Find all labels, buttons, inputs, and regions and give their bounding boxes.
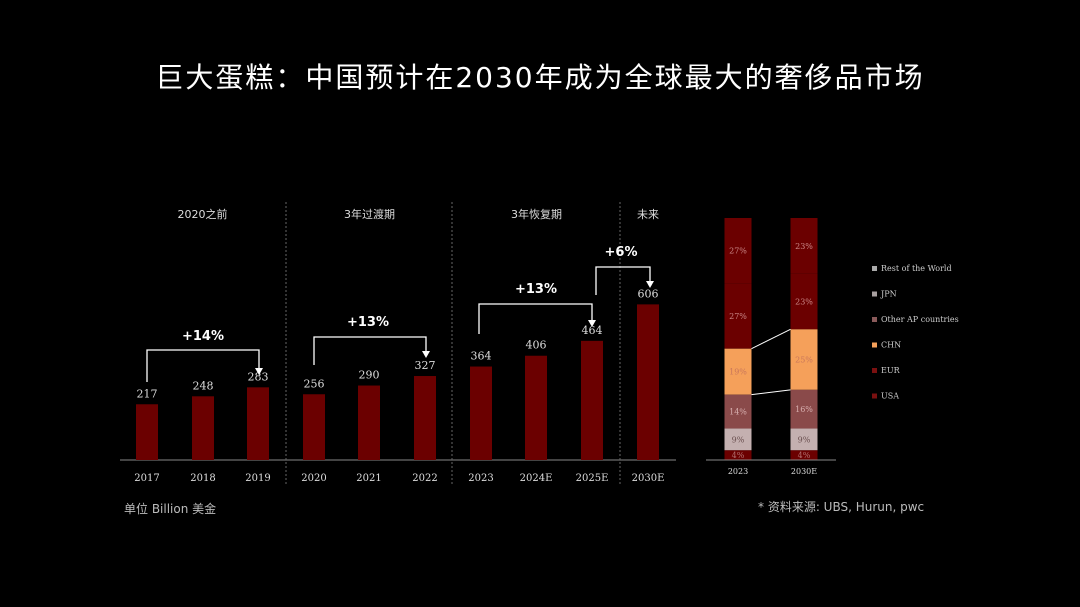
- x-tick-2018: 2018: [190, 473, 215, 484]
- stack-segment-2023-other-ap-countries: [724, 394, 752, 429]
- legend-swatch-other-ap-countries: [872, 317, 877, 322]
- stack-label-2030E-chn: 25%: [795, 356, 813, 365]
- page-title: 巨大蛋糕：中国预计在2030年成为全球最大的奢侈品市场: [155, 61, 925, 94]
- bar-2019: [247, 387, 269, 460]
- bar-value-2023: 364: [471, 350, 492, 363]
- stack-segment-2023-eur: [724, 283, 752, 349]
- bar-value-2018: 248: [193, 379, 214, 392]
- stack-segment-2023-jpn: [724, 428, 752, 451]
- source-note: * 资料来源: UBS, Hurun, pwc: [758, 500, 925, 514]
- stack-segment-2030E-usa: [790, 218, 818, 274]
- stack-label-2030E-eur: 23%: [795, 297, 813, 306]
- x-tick-2022: 2022: [412, 473, 437, 484]
- legend-swatch-rest-of-the-world: [872, 266, 877, 271]
- unit-note: 单位 Billion 美金: [124, 502, 217, 516]
- stack-label-2030E-other-ap-countries: 16%: [795, 405, 813, 414]
- legend-label-eur: EUR: [881, 366, 901, 375]
- x-tick-2017: 2017: [134, 473, 159, 484]
- x-tick-2020: 2020: [301, 473, 326, 484]
- bar-2030E: [637, 304, 659, 460]
- growth-arrow-head-2: [422, 351, 430, 358]
- stack-x-tick-2023: 2023: [728, 467, 748, 476]
- bar-2024E: [525, 355, 547, 460]
- bar-value-2021: 290: [359, 369, 380, 382]
- stack-label-2030E-rest-of-the-world: 4%: [798, 451, 811, 460]
- bar-2020: [303, 394, 325, 460]
- bar-2018: [192, 396, 214, 460]
- stack-segment-2030E-other-ap-countries: [790, 389, 818, 429]
- bar-value-2025E: 464: [582, 324, 603, 337]
- stack-segment-2030E-eur: [790, 273, 818, 330]
- x-tick-2019: 2019: [245, 473, 270, 484]
- legend-label-usa: USA: [881, 392, 899, 401]
- phase-label-4: 未来: [637, 208, 659, 221]
- stack-label-2023-other-ap-countries: 14%: [729, 408, 747, 417]
- growth-arrow-line-1: [146, 349, 260, 382]
- stack-label-2023-usa: 27%: [729, 247, 747, 256]
- growth-arrow-line-4: [595, 266, 651, 295]
- legend-label-jpn: JPN: [880, 290, 897, 299]
- bar-2021: [358, 385, 380, 460]
- growth-label-2: +13%: [347, 315, 389, 330]
- legend-label-chn: CHN: [881, 341, 901, 350]
- growth-label-3: +13%: [515, 282, 557, 297]
- growth-arrow-line-2: [313, 336, 427, 365]
- growth-label-4: +6%: [605, 245, 638, 260]
- phase-label-2: 3年过渡期: [344, 207, 395, 221]
- stack-label-2023-eur: 27%: [729, 312, 747, 321]
- stack-label-2023-jpn: 9%: [732, 435, 745, 444]
- stack-label-2030E-jpn: 9%: [798, 435, 811, 444]
- stack-segment-2023-chn: [724, 348, 752, 395]
- x-tick-2024E: 2024E: [520, 473, 553, 484]
- legend-swatch-chn: [872, 342, 877, 348]
- growth-label-1: +14%: [182, 329, 224, 344]
- x-tick-2030E: 2030E: [632, 473, 665, 484]
- stack-segment-2030E-rest-of-the-world: [790, 450, 818, 460]
- phase-label-1: 2020之前: [178, 207, 228, 221]
- legend-label-rest-of-the-world: Rest of the World: [881, 264, 952, 273]
- stack-segment-2030E-chn: [790, 329, 818, 390]
- stack-segment-2023-usa: [724, 218, 752, 284]
- bar-value-2022: 327: [415, 359, 436, 372]
- stack-label-2030E-usa: 23%: [795, 242, 813, 251]
- chn-connector-top: [751, 328, 791, 350]
- bar-value-2017: 217: [137, 387, 158, 400]
- bar-2023: [470, 366, 492, 460]
- stack-x-tick-2030E: 2030E: [791, 467, 817, 476]
- bar-2025E: [581, 340, 603, 460]
- legend-label-other-ap-countries: Other AP countries: [881, 315, 959, 324]
- x-tick-2021: 2021: [356, 473, 381, 484]
- bar-value-2030E: 606: [638, 287, 659, 300]
- bar-value-2019: 283: [248, 370, 269, 383]
- x-tick-2025E: 2025E: [576, 473, 609, 484]
- x-tick-2023: 2023: [468, 473, 493, 484]
- legend-swatch-eur: [872, 368, 877, 373]
- legend-swatch-jpn: [872, 291, 877, 297]
- growth-arrow-head-4: [646, 281, 654, 288]
- stack-segment-2023-rest-of-the-world: [724, 450, 752, 460]
- stack-label-2023-rest-of-the-world: 4%: [732, 451, 745, 460]
- chn-connector-bottom: [751, 389, 791, 396]
- stack-segment-2030E-jpn: [790, 428, 818, 451]
- legend-swatch-usa: [872, 393, 877, 399]
- stack-label-2023-chn: 19%: [729, 368, 747, 377]
- phase-label-3: 3年恢复期: [511, 207, 562, 221]
- bar-value-2024E: 406: [526, 339, 547, 352]
- growth-arrow-head-1: [255, 368, 263, 375]
- bar-2017: [136, 404, 158, 460]
- bar-2022: [414, 376, 436, 460]
- growth-arrow-head-3: [588, 320, 596, 327]
- growth-arrow-line-3: [478, 303, 593, 334]
- bar-value-2020: 256: [304, 377, 325, 390]
